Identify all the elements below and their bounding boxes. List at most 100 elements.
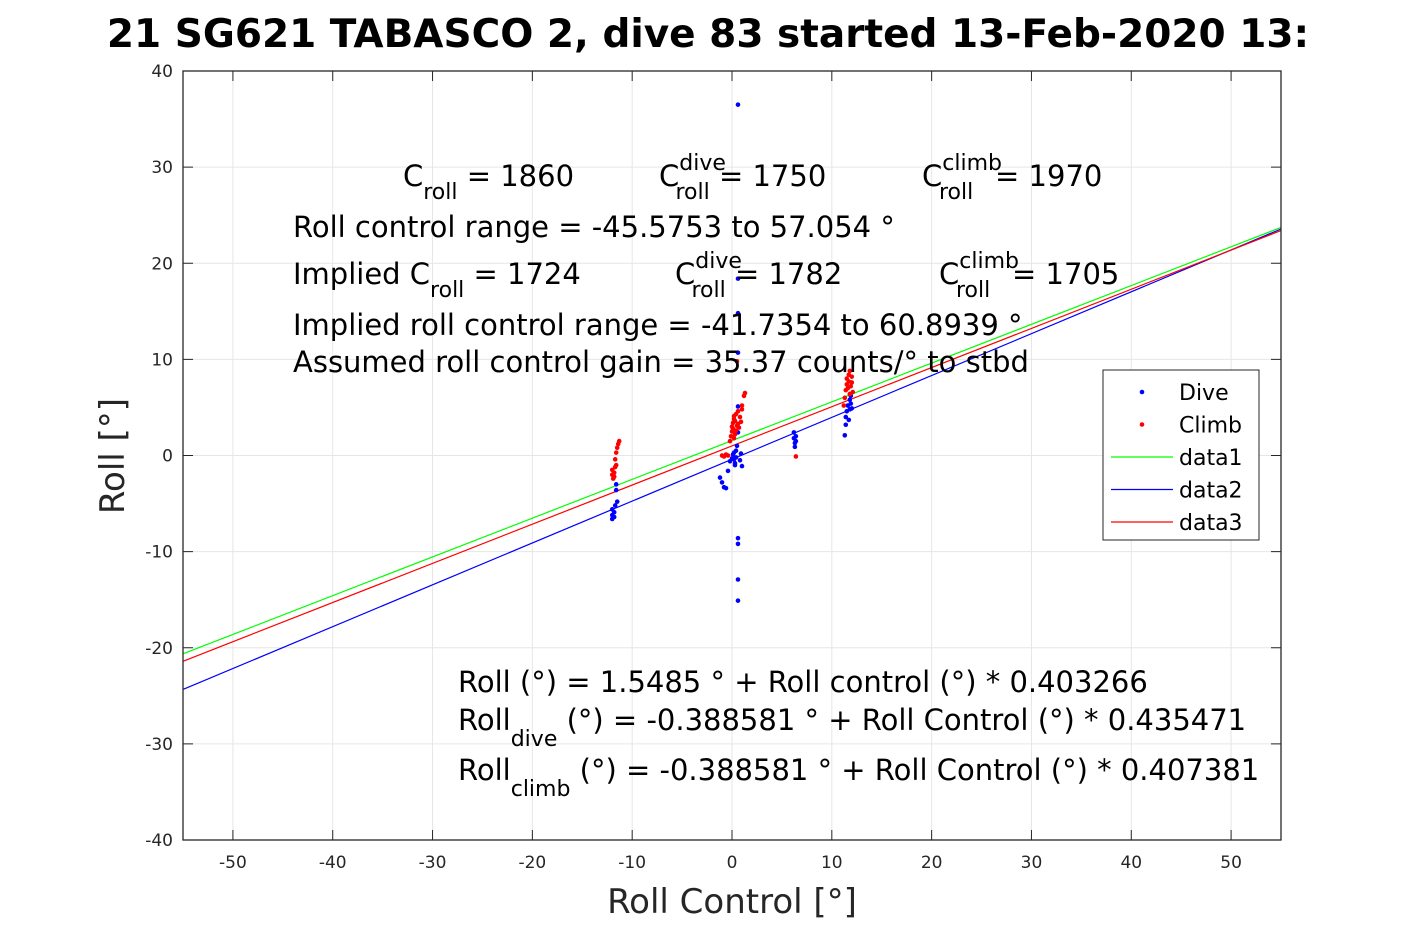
- x-tick-label: 0: [727, 853, 738, 873]
- point-climb: [616, 438, 622, 444]
- point-climb: [611, 474, 617, 479]
- x-tick-label: 30: [1021, 853, 1043, 873]
- y-tick-label: -10: [145, 543, 173, 563]
- point-dive: [611, 514, 617, 520]
- point-climb: [793, 454, 799, 459]
- x-tick-label: 10: [821, 853, 843, 873]
- legend-marker-dive: [1139, 389, 1145, 395]
- annotation-coefficient: Cdive roll = 1782: [675, 249, 842, 303]
- annotation-implied-range: Implied roll control range = -41.7354 to…: [293, 308, 1023, 342]
- annotation-fit-climb: Rollclimb (°) = -0.388581 ° + Roll Contr…: [458, 753, 1259, 802]
- legend-label: Climb: [1179, 414, 1242, 439]
- point-dive: [735, 102, 741, 107]
- x-tick-label: 50: [1220, 853, 1242, 873]
- point-dive: [735, 276, 741, 281]
- point-climb: [742, 390, 748, 396]
- point-dive: [611, 509, 617, 515]
- point-climb: [736, 425, 742, 430]
- x-tick-label: -40: [319, 853, 347, 873]
- point-dive: [614, 499, 620, 504]
- y-tick-label: -20: [145, 639, 173, 659]
- x-tick-label: -10: [618, 853, 646, 873]
- point-climb: [733, 428, 739, 433]
- x-tick-label: -20: [518, 853, 546, 873]
- point-dive: [733, 455, 739, 460]
- point-dive: [847, 397, 853, 403]
- legend-label: data2: [1179, 479, 1243, 504]
- annotation-gain: Assumed roll control gain = 35.37 counts…: [293, 345, 1029, 379]
- annotation-coefficient: Cdive roll = 1750: [659, 151, 826, 205]
- chart-title: 21 SG621 TABASCO 2, dive 83 started 13-F…: [107, 12, 1309, 57]
- point-dive: [735, 404, 741, 409]
- point-climb: [848, 383, 854, 389]
- point-climb: [849, 374, 855, 379]
- legend-box: [1102, 369, 1260, 541]
- point-dive: [613, 482, 619, 487]
- y-tick-label: 0: [162, 447, 173, 467]
- x-axis-label: Roll Control [°]: [607, 882, 857, 922]
- point-climb: [739, 403, 745, 408]
- point-dive: [848, 401, 854, 406]
- x-tick-label: -30: [419, 853, 447, 873]
- x-tick-label: 20: [921, 853, 943, 873]
- point-climb: [613, 450, 619, 455]
- point-climb: [738, 419, 744, 425]
- point-dive: [735, 350, 741, 355]
- annotation-coefficient: Cclimb roll = 1970: [922, 151, 1102, 205]
- fit-line-data3: [182, 229, 1282, 662]
- point-dive: [612, 503, 618, 508]
- point-climb: [841, 403, 847, 408]
- point-climb: [727, 438, 733, 444]
- y-tick-label: 10: [151, 350, 173, 370]
- point-dive: [717, 475, 723, 480]
- annotation-fit-dive: Rolldive (°) = -0.388581 ° + Roll Contro…: [458, 703, 1246, 752]
- point-climb: [842, 395, 848, 401]
- y-tick-label: -40: [145, 831, 173, 851]
- y-tick-label: 20: [151, 254, 173, 274]
- annotation-coefficient: Croll = 1860: [403, 159, 574, 205]
- point-climb: [725, 453, 731, 458]
- x-tick-label: 40: [1120, 853, 1142, 873]
- point-dive: [735, 598, 741, 603]
- point-dive: [732, 460, 738, 466]
- point-dive: [842, 433, 848, 438]
- annotation-range: Roll control range = -45.5753 to 57.054 …: [293, 210, 895, 244]
- point-climb: [734, 358, 740, 364]
- point-dive: [792, 444, 798, 450]
- point-dive: [613, 487, 619, 493]
- point-dive: [723, 485, 729, 491]
- point-dive: [719, 480, 725, 485]
- point-climb: [614, 445, 620, 451]
- point-dive: [793, 438, 799, 444]
- point-dive: [843, 414, 849, 420]
- legend-label: Dive: [1179, 381, 1229, 406]
- point-climb: [731, 435, 737, 441]
- point-dive: [793, 433, 799, 439]
- legend: Dive Climb data1 data2 data3: [1102, 369, 1260, 541]
- point-dive: [739, 463, 745, 469]
- annotation-coefficient: Implied Croll = 1724: [293, 257, 581, 303]
- point-dive: [849, 406, 855, 411]
- annotation-fit: Roll (°) = 1.5485 ° + Roll control (°) *…: [458, 665, 1148, 699]
- point-climb: [735, 408, 741, 414]
- point-dive: [843, 422, 849, 428]
- y-tick-label: -30: [145, 735, 173, 755]
- legend-label: data1: [1179, 446, 1243, 471]
- point-dive: [725, 468, 731, 474]
- y-tick-label: 30: [151, 158, 173, 178]
- point-dive: [733, 448, 739, 453]
- point-dive: [735, 535, 741, 541]
- legend-label: data3: [1179, 511, 1243, 536]
- annotation-coefficient: Cclimb roll = 1705: [939, 249, 1119, 303]
- point-dive: [734, 443, 740, 449]
- legend-marker-climb: [1139, 422, 1145, 427]
- point-dive: [791, 430, 797, 435]
- point-dive: [735, 577, 741, 582]
- y-axis-label: Roll [°]: [93, 398, 133, 514]
- point-dive: [735, 541, 741, 547]
- point-climb: [732, 432, 738, 437]
- point-climb: [847, 368, 853, 374]
- point-climb: [732, 418, 738, 424]
- point-climb: [850, 389, 856, 395]
